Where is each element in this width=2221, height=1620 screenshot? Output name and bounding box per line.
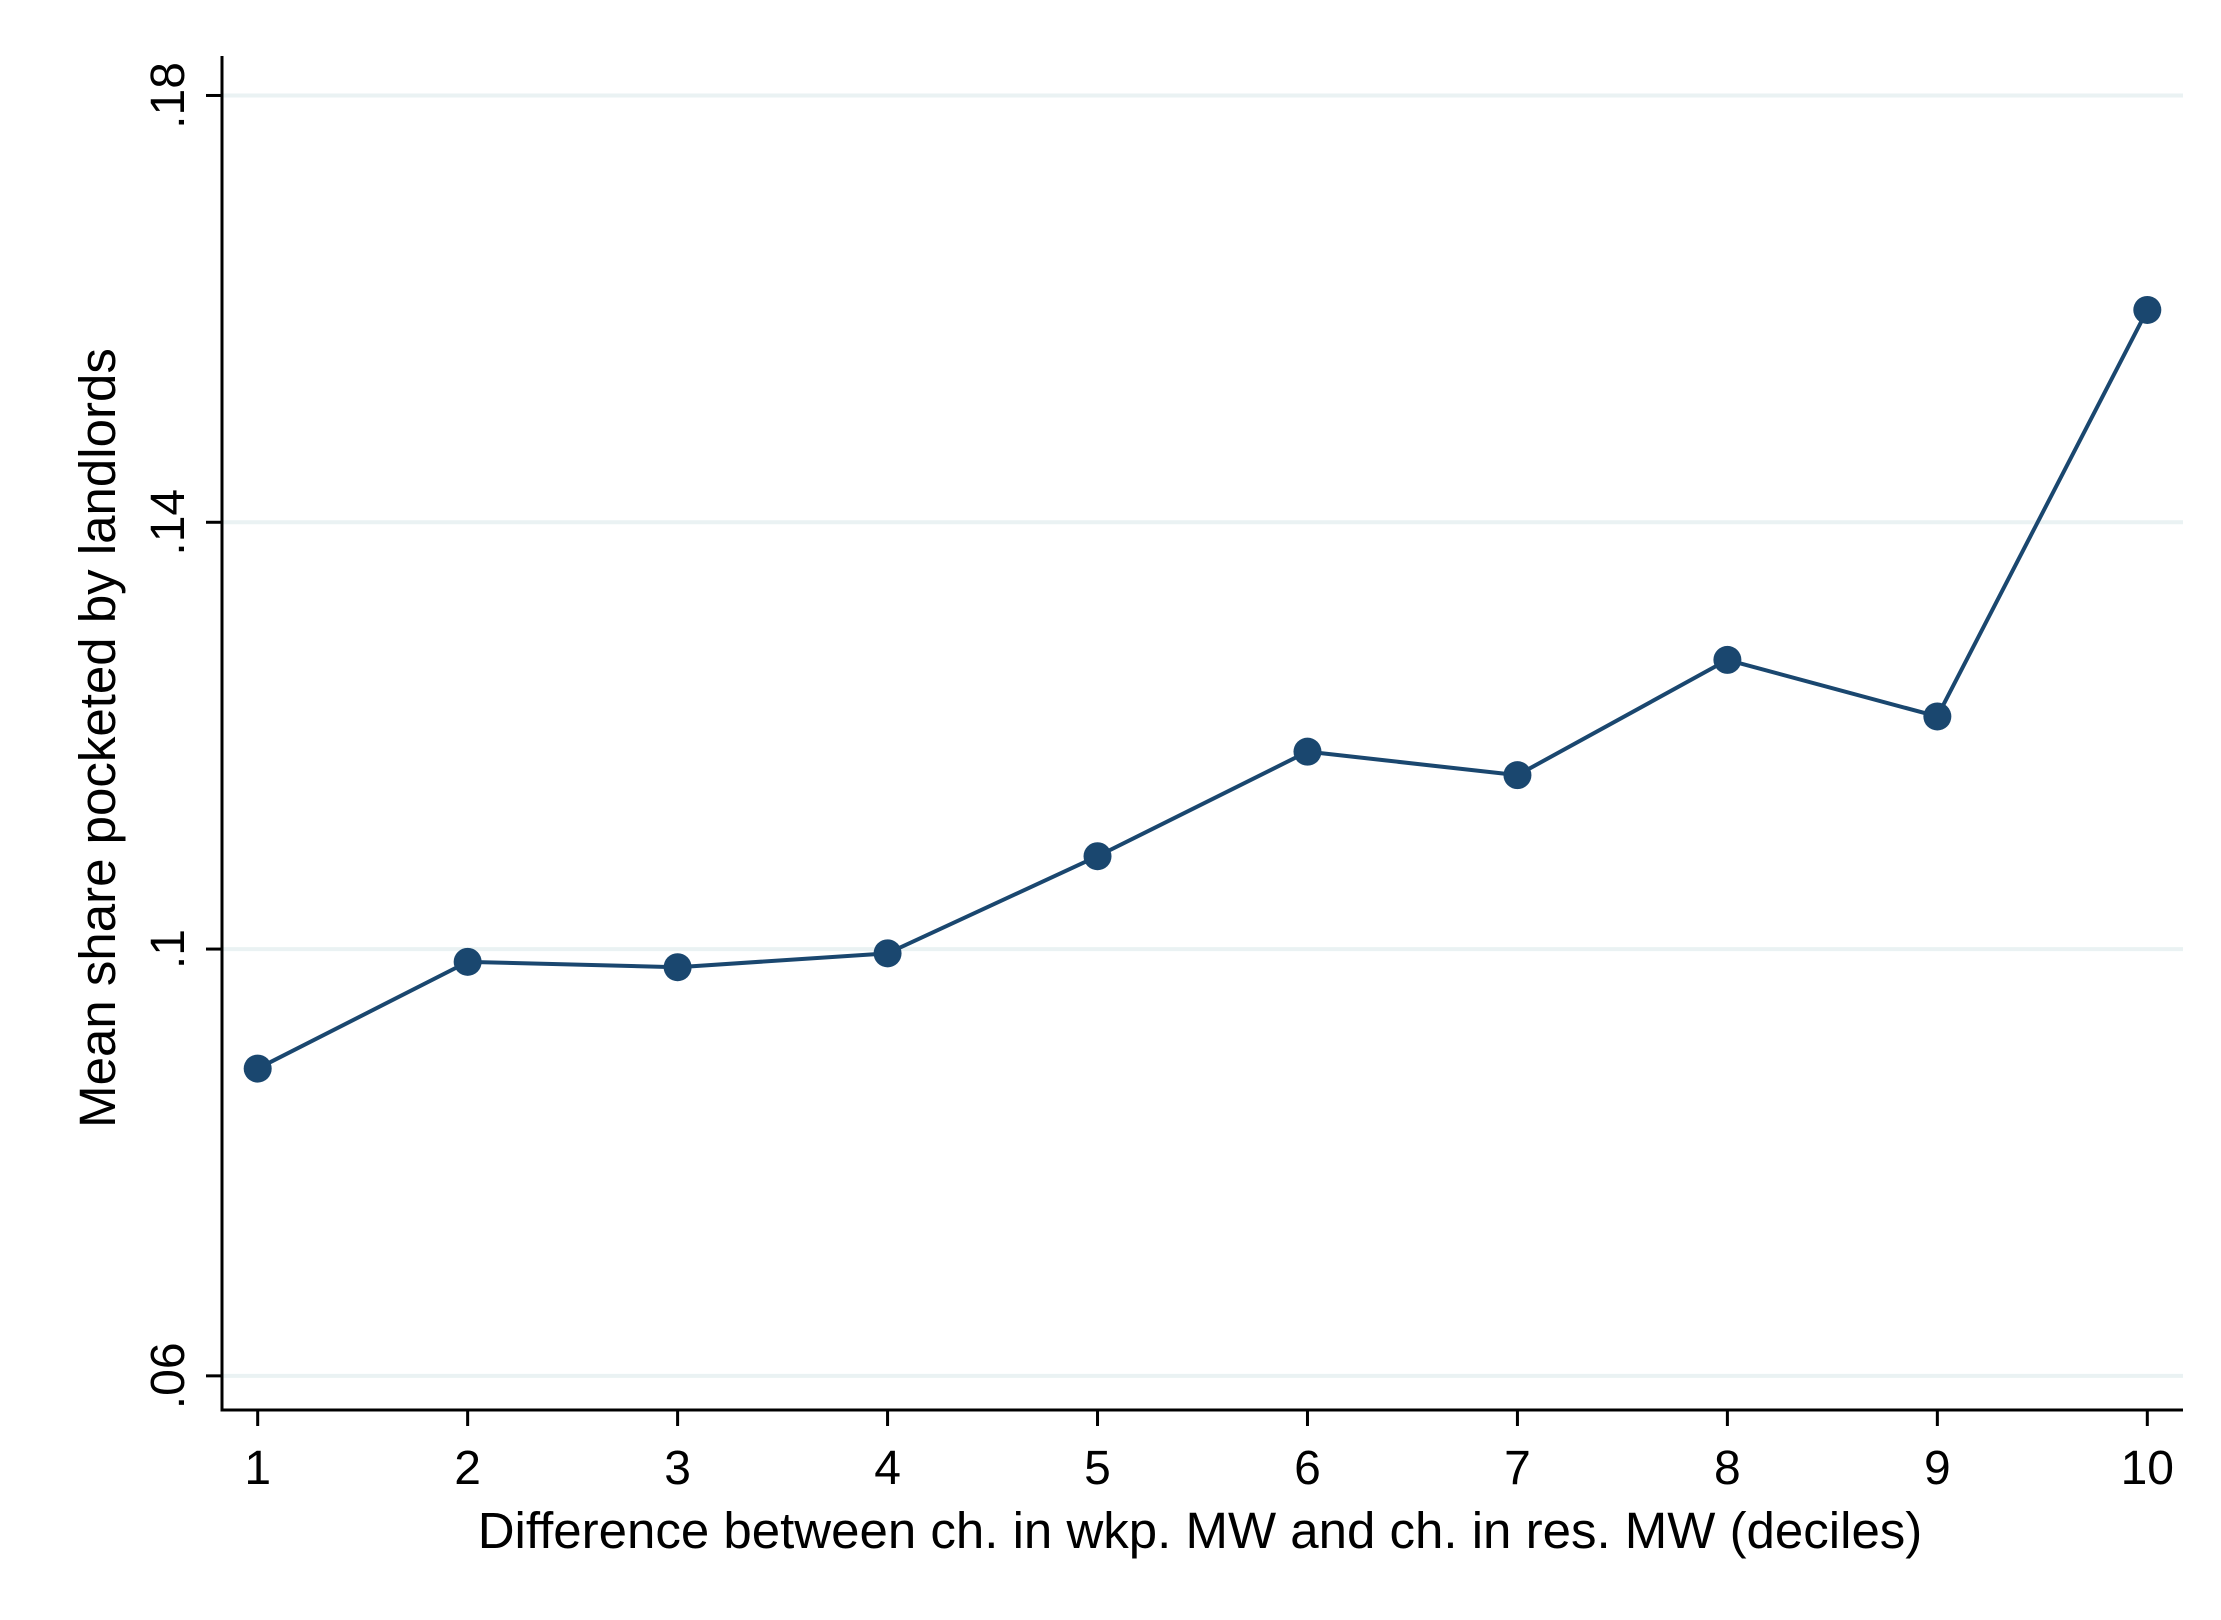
x-tick-label: 9 — [1924, 1442, 1951, 1495]
axes — [206, 56, 2183, 1426]
x-axis-title: Difference between ch. in wkp. MW and ch… — [478, 1502, 1923, 1559]
x-tick-label: 2 — [454, 1442, 481, 1495]
gridlines — [222, 93, 2183, 1378]
data-point — [1923, 702, 1952, 731]
data-point — [243, 1054, 272, 1083]
x-tick-label: 4 — [874, 1442, 901, 1495]
y-tick-label: .06 — [142, 1342, 195, 1409]
data-point — [1713, 645, 1742, 674]
x-tick-label: 3 — [664, 1442, 691, 1495]
y-tick-label: .1 — [142, 929, 195, 969]
data-point — [1083, 842, 1112, 871]
x-tick-label: 5 — [1084, 1442, 1111, 1495]
data-point — [873, 939, 902, 968]
data-point — [1503, 761, 1532, 790]
x-tick-label: 1 — [244, 1442, 271, 1495]
data-point — [1293, 737, 1322, 766]
x-tick-label: 10 — [2121, 1442, 2174, 1495]
series-line — [256, 309, 2150, 1071]
y-tick-label: .18 — [142, 62, 195, 129]
y-axis-title: Mean share pocketed by landlords — [69, 348, 126, 1128]
data-point — [453, 947, 482, 976]
x-tick-label: 6 — [1294, 1442, 1321, 1495]
data-series — [243, 295, 2162, 1083]
x-tick-label: 7 — [1504, 1442, 1531, 1495]
data-point — [663, 953, 692, 982]
x-tick-label: 8 — [1714, 1442, 1741, 1495]
y-tick-label: .14 — [142, 489, 195, 556]
tick-labels: .06 .1 .14 .18 1 2 3 4 5 6 7 8 9 10 — [142, 62, 2174, 1495]
data-point — [2133, 295, 2162, 324]
